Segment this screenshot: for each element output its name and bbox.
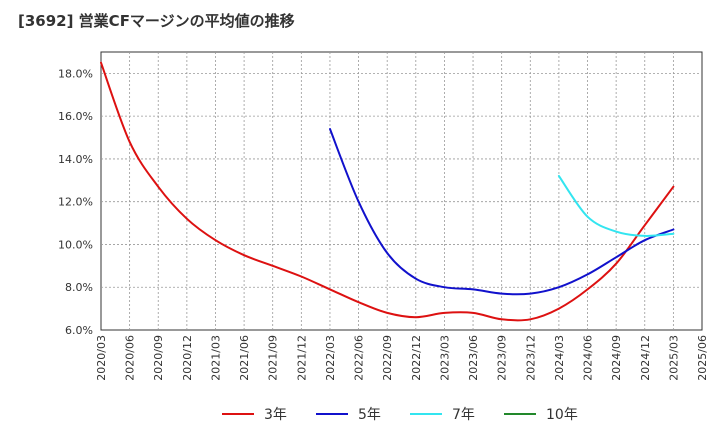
x-tick-label: 2022/06 [353, 335, 366, 381]
x-tick-label: 2023/03 [438, 335, 451, 381]
x-tick-label: 2023/12 [524, 335, 537, 381]
y-tick-label: 10.0% [58, 238, 93, 251]
x-tick-label: 2020/12 [181, 335, 194, 381]
series-line-3 [557, 175, 675, 237]
x-tick-label: 2020/06 [124, 335, 137, 381]
x-tick-label: 2025/06 [696, 335, 709, 381]
legend-label-4: 10年 [546, 407, 578, 423]
legend-label-3: 7年 [452, 407, 475, 423]
y-tick-label: 18.0% [58, 67, 93, 80]
x-tick-label: 2021/09 [267, 335, 280, 381]
x-tick-label: 2023/06 [467, 335, 480, 381]
x-tick-label: 2021/03 [209, 335, 222, 381]
x-tick-label: 2024/12 [639, 335, 652, 381]
x-tick-label: 2021/12 [295, 335, 308, 381]
x-tick-label: 2024/06 [582, 335, 595, 381]
y-tick-label: 8.0% [65, 281, 93, 294]
x-tick-label: 2023/09 [496, 335, 509, 381]
y-tick-label: 16.0% [58, 110, 93, 123]
x-tick-label: 2024/03 [553, 335, 566, 381]
y-tick-label: 6.0% [65, 324, 93, 337]
legend-label-1: 3年 [264, 407, 287, 423]
x-tick-label: 2024/09 [610, 335, 623, 381]
series-line-2 [329, 128, 675, 296]
x-tick-label: 2020/09 [152, 335, 165, 381]
chart-title: [3692] 営業CFマージンの平均値の推移 [18, 12, 295, 30]
plot-area [100, 51, 703, 331]
series-line-1 [100, 61, 675, 322]
x-tick-label: 2020/03 [95, 335, 108, 381]
x-tick-label: 2021/06 [238, 335, 251, 381]
y-tick-label: 12.0% [58, 196, 93, 209]
x-tick-label: 2022/12 [410, 335, 423, 381]
legend-label-2: 5年 [358, 407, 381, 423]
x-tick-label: 2022/03 [324, 335, 337, 381]
x-tick-label: 2022/09 [381, 335, 394, 381]
x-tick-label: 2025/03 [667, 335, 680, 381]
y-tick-label: 14.0% [58, 153, 93, 166]
